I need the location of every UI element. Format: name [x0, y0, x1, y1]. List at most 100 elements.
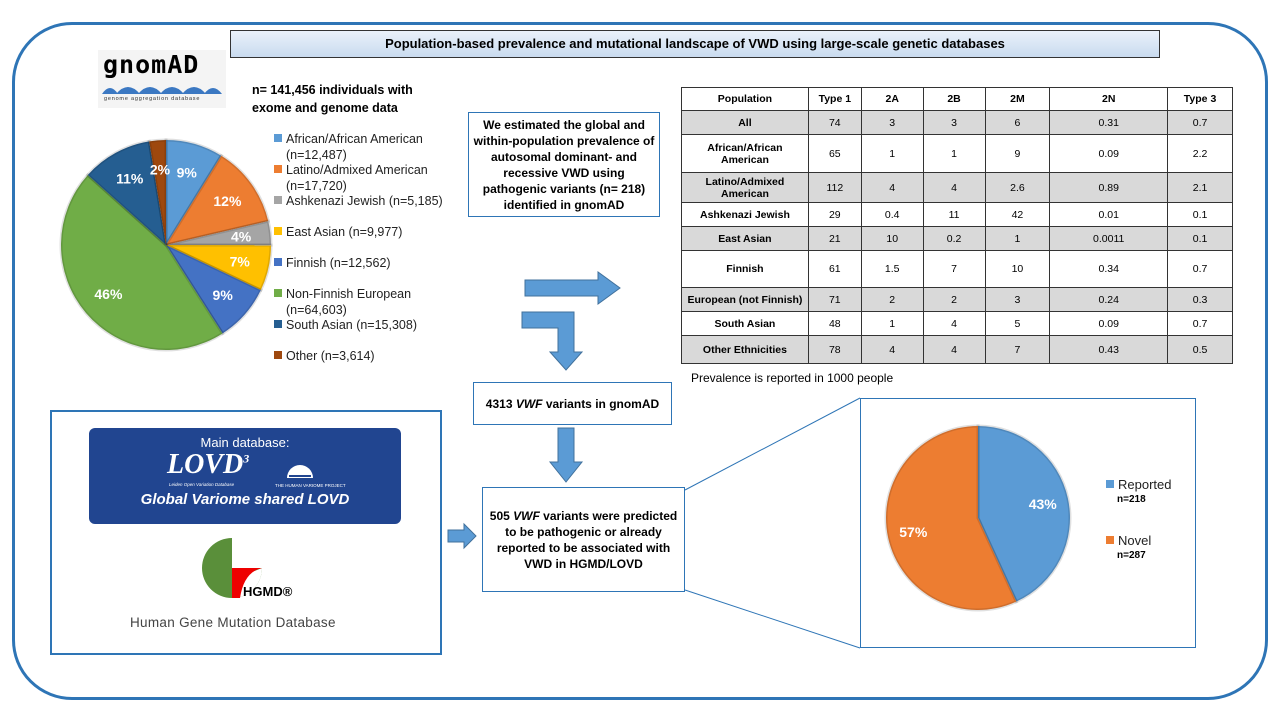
pie-slice — [164, 138, 224, 251]
zoom-connector — [684, 589, 861, 649]
pie-slice — [165, 219, 273, 247]
right-arrow-icon — [447, 522, 477, 550]
gnomad-mountains-icon — [102, 87, 222, 94]
value-cell: 0.43 — [1049, 335, 1169, 364]
value-cell: 48 — [807, 311, 862, 336]
pie-slice — [147, 138, 168, 246]
legend-item: African/African American (n=12,487) — [274, 132, 456, 163]
down-arrow-icon — [521, 311, 584, 371]
table-row: African/African American 65 1 1 9 0.09 2.2 — [681, 134, 1233, 173]
gnomad-logo: gnomAD genome aggregation database — [98, 50, 226, 108]
value-cell: 10 — [860, 226, 924, 251]
table-row: Ashkenazi Jewish 29 0.4 11 42 0.01 0.1 — [681, 202, 1233, 227]
legend-item: Reported n=218 — [1106, 476, 1171, 505]
legend-item: Other (n=3,614) — [274, 349, 375, 365]
hgmd-logo-text: HGMD® — [243, 584, 293, 599]
gnomad-logo-text: gnomAD — [103, 50, 200, 79]
lovd-logo: Main database: LOVD3 Leiden Open Variati… — [89, 428, 401, 524]
table-row: European (not Finnish) 71 2 2 3 0.24 0.3 — [681, 287, 1233, 312]
value-cell: 0.09 — [1049, 134, 1169, 173]
value-cell: 61 — [807, 250, 862, 288]
pie-data-label: 9% — [177, 164, 198, 180]
globe-icon — [287, 465, 313, 478]
gnomad-variants-box: 4313 VWF variants in gnomAD — [473, 382, 672, 425]
population-cell: Latino/Admixed American — [681, 172, 809, 203]
pie-data-label: 9% — [213, 287, 234, 303]
population-cell: Other Ethnicities — [681, 335, 809, 364]
pie-slice — [976, 424, 1072, 604]
value-cell: 0.7 — [1167, 110, 1233, 135]
value-cell: 2 — [860, 287, 924, 312]
value-cell: 3 — [984, 287, 1051, 312]
legend-item: Latino/Admixed American (n=17,720) — [274, 163, 456, 194]
value-cell: 71 — [807, 287, 862, 312]
hgmd-name: Human Gene Mutation Database — [130, 615, 336, 630]
population-cell: Ashkenazi Jewish — [681, 202, 809, 227]
variant-status-pie-chart: 43% 57% — [884, 424, 1072, 612]
table-row: All 74 3 3 6 0.31 0.7 — [681, 110, 1233, 135]
cohort-size-text: n= 141,456 individuals with exome and ge… — [252, 83, 413, 115]
value-cell: 0.1 — [1167, 226, 1233, 251]
value-cell: 9 — [984, 134, 1051, 173]
value-cell: 2.2 — [1167, 134, 1233, 173]
value-cell: 3 — [922, 110, 986, 135]
value-cell: 74 — [807, 110, 862, 135]
legend-item: Novel n=287 — [1106, 532, 1151, 561]
table-row: East Asian 21 10 0.2 1 0.0011 0.1 — [681, 226, 1233, 251]
table-row: Latino/Admixed American 112 4 4 2.6 0.89 2.1 — [681, 172, 1233, 203]
pie-slice — [162, 153, 271, 248]
value-cell: 78 — [807, 335, 862, 364]
population-cell: Finnish — [681, 250, 809, 288]
value-cell: 0.5 — [1167, 335, 1233, 364]
table-header-row: Population Type 1 2A 2B 2M 2N Type 3 — [681, 87, 1233, 111]
value-cell: 5 — [984, 311, 1051, 336]
value-cell: 0.1 — [1167, 202, 1233, 227]
value-cell: 3 — [860, 110, 924, 135]
value-cell: 1 — [984, 226, 1051, 251]
value-cell: 11 — [922, 202, 986, 227]
pie-data-label: 4% — [231, 228, 252, 244]
value-cell: 4 — [860, 335, 924, 364]
pathogenic-variants-box: 505 VWF variants were predicted to be pa… — [482, 487, 685, 592]
table-row: South Asian 48 1 4 5 0.09 0.7 — [681, 311, 1233, 336]
population-cell: European (not Finnish) — [681, 287, 809, 312]
prevalence-table: Population Type 1 2A 2B 2M 2N Type 3 All 74 3 3 6 0… — [681, 87, 1233, 364]
population-cell: East Asian — [681, 226, 809, 251]
databases-box — [50, 410, 442, 655]
pie-data-label: 12% — [213, 193, 242, 209]
value-cell: 0.7 — [1167, 311, 1233, 336]
value-cell: 65 — [807, 134, 862, 173]
legend-item: Non-Finnish European (n=64,603) — [274, 287, 436, 318]
value-cell: 29 — [807, 202, 862, 227]
value-cell: 1.5 — [860, 250, 924, 288]
outer-frame — [12, 22, 1268, 700]
value-cell: 2.1 — [1167, 172, 1233, 203]
right-arrow-icon — [524, 271, 621, 305]
hgmd-logo-icon — [202, 538, 262, 598]
value-cell: 1 — [860, 134, 924, 173]
pie-slice — [85, 139, 169, 249]
population-cell: African/African American — [681, 134, 809, 173]
table-row: Other Ethnicities 78 4 4 7 0.43 0.5 — [681, 335, 1233, 364]
value-cell: 0.24 — [1049, 287, 1169, 312]
value-cell: 4 — [922, 311, 986, 336]
population-cell: All — [681, 110, 809, 135]
pie-data-label: 2% — [150, 162, 171, 178]
value-cell: 4 — [860, 172, 924, 203]
population-pie-chart: 9% 12% 4% 7% 9% 46% 11% 2% — [59, 138, 273, 352]
value-cell: 4 — [922, 335, 986, 364]
down-arrow-icon — [548, 427, 584, 483]
value-cell: 0.0011 — [1049, 226, 1169, 251]
value-cell: 4 — [922, 172, 986, 203]
value-cell: 0.34 — [1049, 250, 1169, 288]
value-cell: 2.6 — [984, 172, 1051, 203]
page-title: Population-based prevalence and mutation… — [230, 30, 1160, 58]
legend-item: Ashkenazi Jewish (n=5,185) — [274, 194, 443, 210]
pie-data-label: 57% — [899, 524, 928, 540]
pie-data-label: 11% — [116, 171, 144, 187]
population-cell: South Asian — [681, 311, 809, 336]
value-cell: 0.2 — [922, 226, 986, 251]
value-cell: 0.3 — [1167, 287, 1233, 312]
value-cell: 0.01 — [1049, 202, 1169, 227]
value-cell: 1 — [922, 134, 986, 173]
